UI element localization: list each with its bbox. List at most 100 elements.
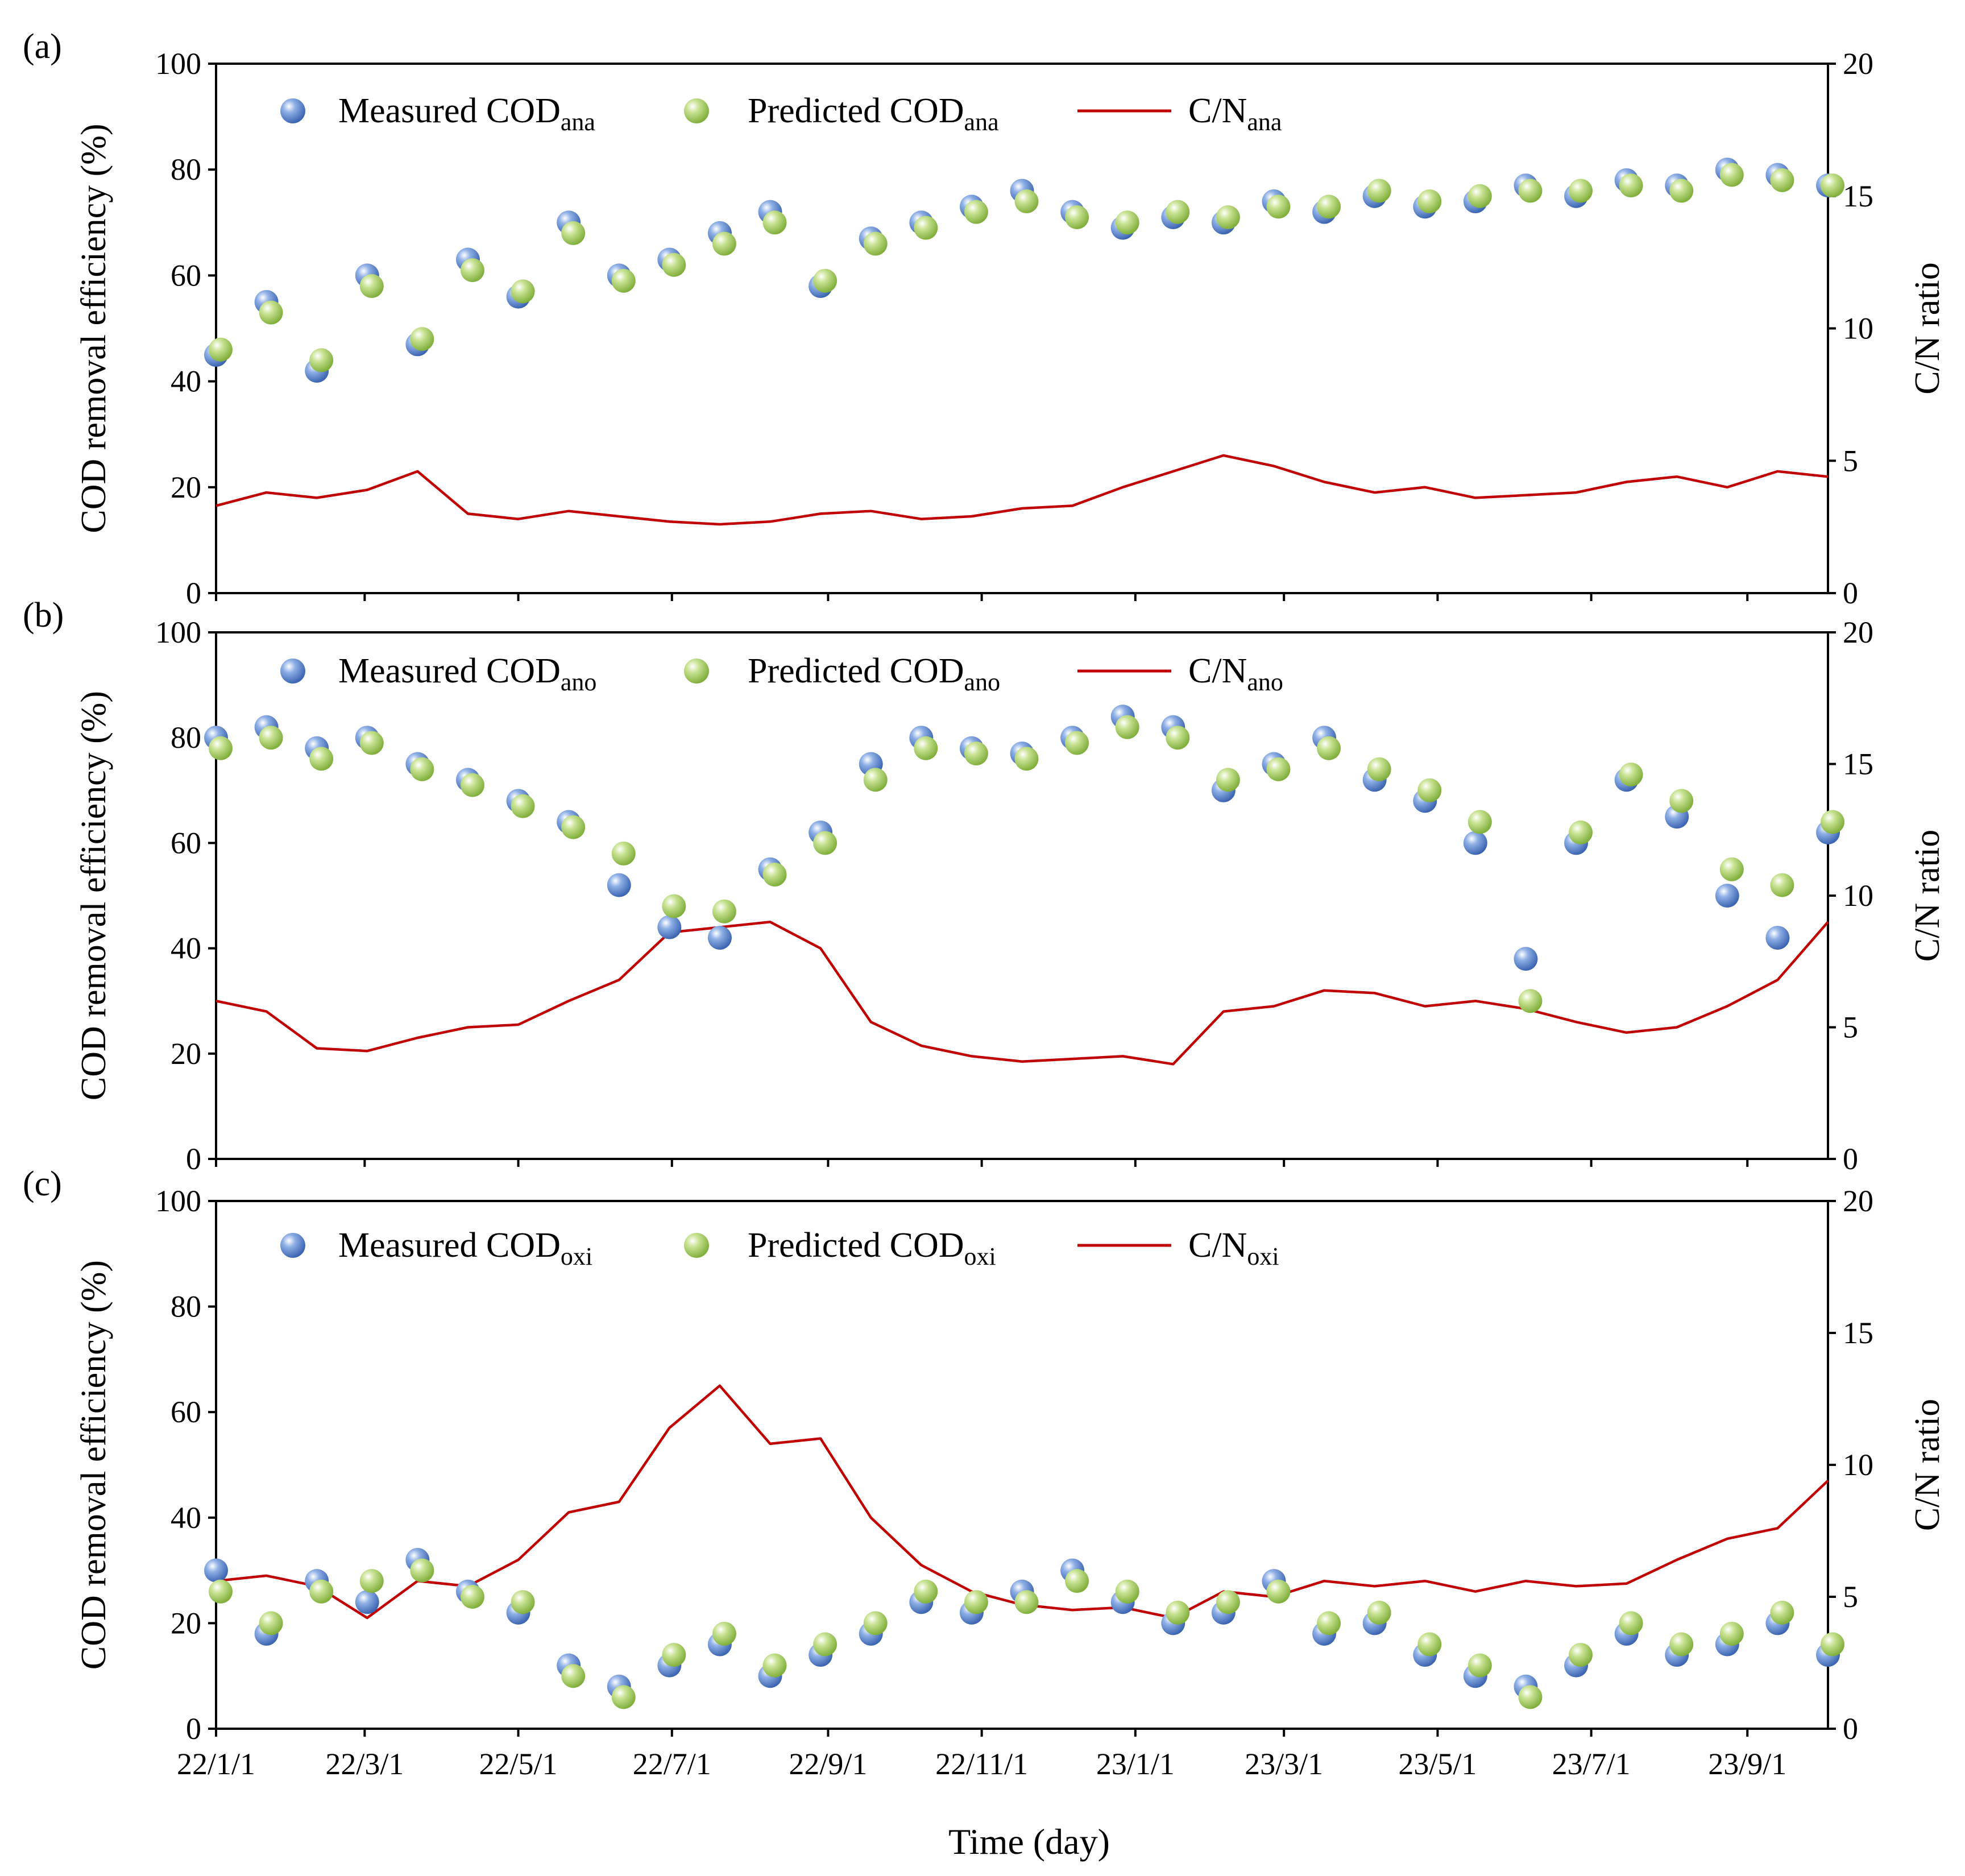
predicted-point [259, 300, 283, 325]
predicted-point [410, 1558, 434, 1583]
predicted-point [863, 1611, 888, 1635]
legend-measured-marker [280, 98, 305, 123]
legend-label: Measured CODoxi [338, 1226, 592, 1270]
predicted-point [1467, 184, 1492, 208]
predicted-point [1518, 989, 1543, 1013]
legend-label: Measured CODano [338, 652, 596, 696]
predicted-point [1417, 778, 1442, 802]
predicted-point [964, 741, 988, 765]
predicted-point [712, 899, 736, 923]
y-tick-label: 40 [171, 1501, 201, 1535]
predicted-point [1518, 179, 1543, 203]
predicted-point [1417, 189, 1442, 214]
predicted-point [611, 841, 636, 865]
legend-label: Predicted CODana [748, 92, 999, 136]
predicted-point [762, 862, 787, 887]
legend-label: Measured CODana [338, 92, 595, 136]
predicted-point [1266, 194, 1291, 219]
y2-tick-label: 0 [1843, 576, 1858, 610]
y-tick-label: 100 [155, 615, 201, 649]
predicted-point [662, 252, 686, 277]
y2-tick-label: 5 [1843, 1011, 1858, 1045]
panel-b: 0 20 40 60 80 100 0 5 10 15 20 COD removal efficien… [23, 596, 1947, 1176]
y-axis-title: COD removal efficiency (%) [74, 691, 113, 1100]
predicted-point [1770, 168, 1794, 192]
y2-tick-label: 20 [1843, 615, 1873, 649]
y-tick-label: 0 [186, 576, 201, 610]
y-tick-label: 40 [171, 365, 201, 399]
y-tick-label: 0 [186, 1142, 201, 1176]
measured-point [657, 915, 682, 939]
predicted-point [1166, 726, 1190, 750]
predicted-point [511, 279, 535, 304]
predicted-point [1619, 763, 1643, 787]
y2-tick-label: 10 [1843, 879, 1873, 913]
predicted-point [1317, 1611, 1341, 1635]
predicted-point [259, 726, 283, 750]
predicted-point [863, 231, 888, 256]
predicted-point [1821, 810, 1844, 834]
y-axis-title: COD removal efficiency (%) [74, 1260, 113, 1670]
predicted-point [611, 268, 636, 293]
x-tick-label: 22/3/1 [325, 1747, 404, 1781]
y-tick-label: 100 [155, 1184, 201, 1218]
legend-predicted-marker [684, 659, 709, 684]
x-axis-title: Time (day) [948, 1821, 1110, 1862]
legend-measured-marker [280, 659, 305, 684]
measured-point [707, 926, 732, 950]
x-tick-label: 22/1/1 [177, 1747, 255, 1781]
y2-tick-label: 15 [1843, 1316, 1873, 1350]
y2-tick-label: 15 [1843, 179, 1873, 213]
predicted-point [1569, 820, 1593, 844]
y2-tick-label: 5 [1843, 1580, 1858, 1614]
measured-point [607, 873, 631, 897]
measured-point [1715, 884, 1739, 908]
x-tick-label: 23/3/1 [1245, 1747, 1323, 1781]
predicted-point [1770, 1600, 1794, 1625]
predicted-point [359, 274, 384, 299]
legend-measured-marker [280, 1233, 305, 1258]
measured-point [1514, 947, 1538, 971]
legend-label: Predicted CODano [748, 652, 1000, 696]
y2-tick-label: 5 [1843, 444, 1858, 478]
x-tick-label: 22/5/1 [479, 1747, 558, 1781]
predicted-point [1367, 1600, 1391, 1625]
predicted-point [460, 773, 484, 797]
legend-label: C/Noxi [1188, 1226, 1279, 1270]
predicted-point [1317, 194, 1341, 219]
predicted-point [561, 1664, 586, 1688]
predicted-point [1266, 757, 1291, 781]
x-tick-label: 22/9/1 [789, 1747, 867, 1781]
predicted-point [762, 1653, 787, 1678]
x-tick-label: 23/5/1 [1398, 1747, 1477, 1781]
y-tick-label: 60 [171, 826, 201, 860]
predicted-point [813, 1632, 838, 1656]
predicted-point [863, 768, 888, 792]
plot-frame [215, 631, 1829, 1160]
predicted-point [1821, 1632, 1844, 1656]
predicted-point [1669, 179, 1694, 203]
y-tick-label: 80 [171, 152, 201, 187]
predicted-point [1417, 1632, 1442, 1656]
predicted-point [1619, 1611, 1643, 1635]
predicted-point [914, 216, 938, 240]
legend-label: Predicted CODoxi [748, 1226, 996, 1270]
cn-ratio-line [215, 454, 1829, 526]
predicted-point [1065, 731, 1089, 755]
predicted-point [914, 736, 938, 760]
x-tick-label: 23/1/1 [1096, 1747, 1175, 1781]
predicted-point [1014, 1590, 1039, 1614]
y-tick-label: 80 [171, 1290, 201, 1324]
predicted-point [964, 1590, 988, 1614]
legend-predicted-marker [684, 98, 709, 123]
predicted-point [1669, 789, 1694, 813]
predicted-point [1367, 757, 1391, 781]
plot-frame [215, 63, 1829, 594]
measured-point [204, 1558, 228, 1583]
cn-ratio-line [215, 921, 1829, 1066]
predicted-point [1518, 1685, 1543, 1709]
predicted-point [1569, 1643, 1593, 1667]
panel-label: (b) [23, 596, 64, 635]
predicted-point [662, 1643, 686, 1667]
